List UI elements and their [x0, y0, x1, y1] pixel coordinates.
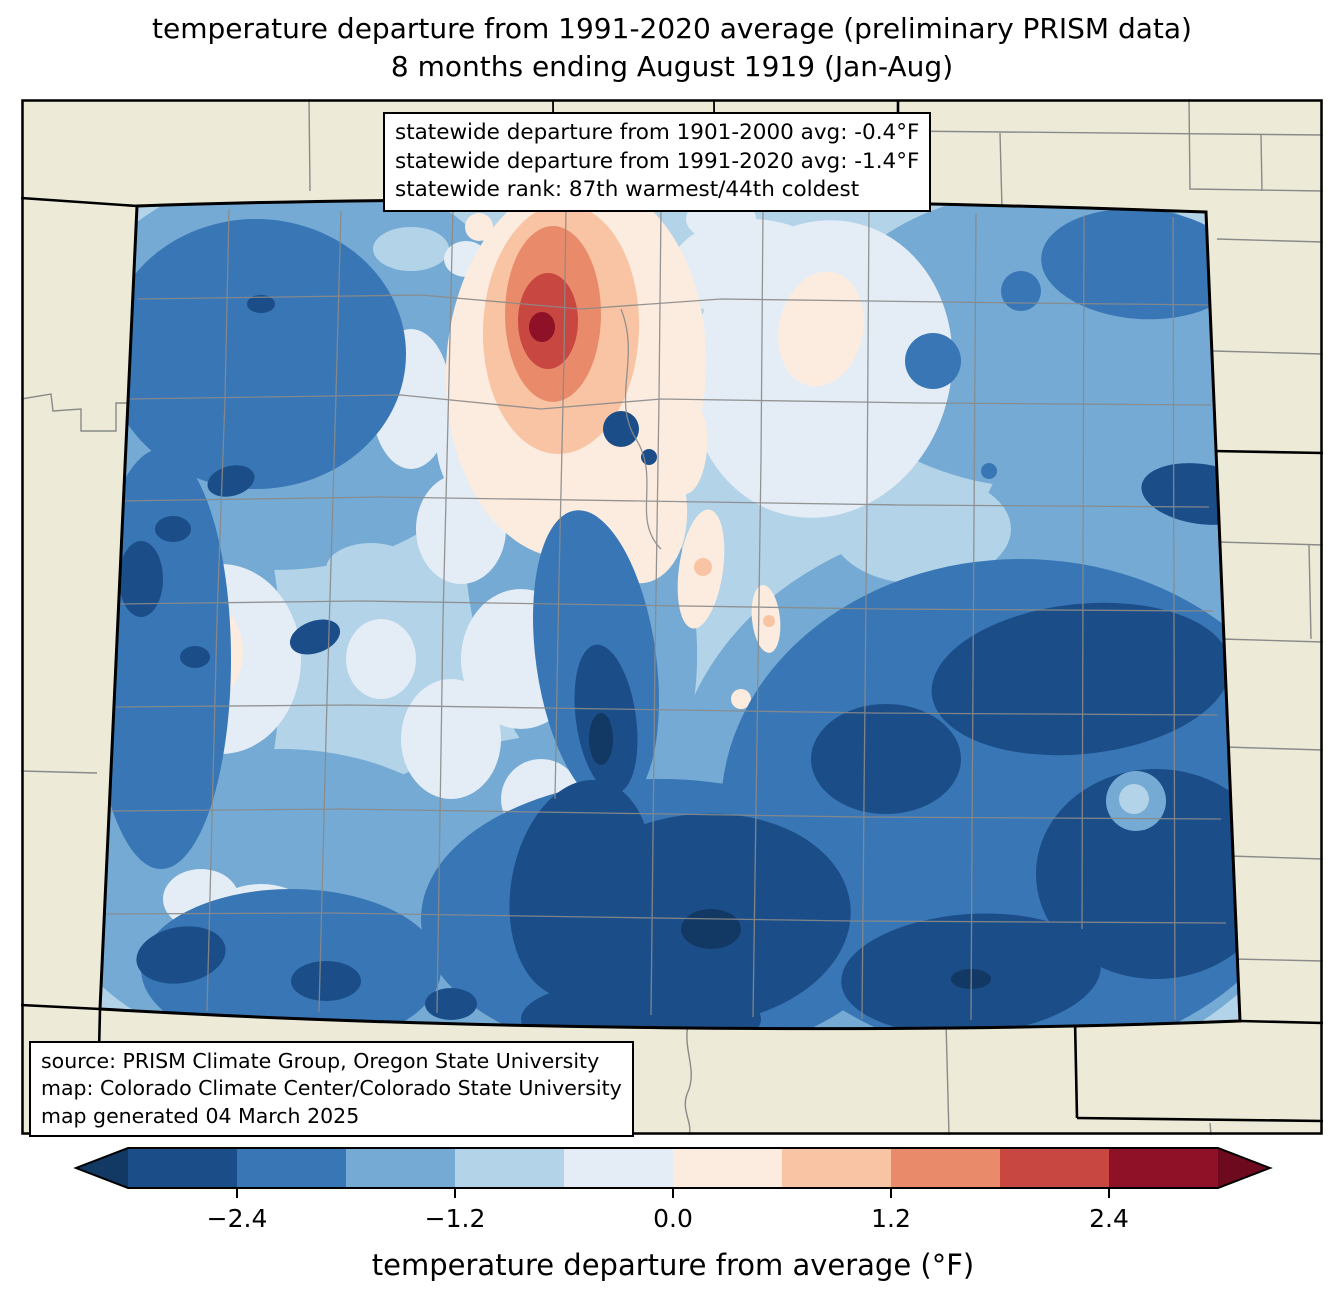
- source-line-2: map: Colorado Climate Center/Colorado St…: [41, 1076, 622, 1101]
- colorbar-segment-5: [564, 1148, 673, 1188]
- colorbar-segment-8: [891, 1148, 1000, 1188]
- map-canvas: [21, 99, 1323, 1135]
- colorbar-segment-3: [346, 1148, 455, 1188]
- colorbar-under-arrow: [76, 1148, 128, 1188]
- tick-label-neg2_4: −2.4: [207, 1204, 268, 1233]
- colorbar-axis-label: temperature departure from average (°F): [372, 1248, 974, 1282]
- source-line-3: map generated 04 March 2025: [41, 1103, 360, 1128]
- stats-line-2: statewide departure from 1991-2020 avg: …: [395, 148, 920, 174]
- map-frame: [21, 99, 1323, 1135]
- colorbar-over-arrow: [1218, 1148, 1270, 1188]
- colorbar-segment-4: [455, 1148, 564, 1188]
- stats-line-3: statewide rank: 87th warmest/44th coldes…: [395, 177, 860, 203]
- colorbar-segment-9: [1000, 1148, 1109, 1188]
- tick-label-neg1_2: −1.2: [425, 1204, 486, 1233]
- tick-label-0_0: 0.0: [653, 1204, 693, 1233]
- figure-title: temperature departure from 1991-2020 ave…: [0, 10, 1344, 85]
- colorbar: −2.4 −1.2 0.0 1.2 2.4 temperature depart…: [73, 1147, 1273, 1282]
- tick-label-2_4: 2.4: [1089, 1204, 1129, 1233]
- tick-label-1_2: 1.2: [871, 1204, 911, 1233]
- title-line-2: 8 months ending August 1919 (Jan-Aug): [390, 49, 954, 83]
- colorbar-tick-marks: [236, 1188, 1110, 1198]
- statewide-stats-box: statewide departure from 1901-2000 avg: …: [383, 112, 932, 212]
- anomaly-patches-level4: [241, 227, 1011, 595]
- colorbar-segment-2: [237, 1148, 346, 1188]
- colorbar-tick-labels: −2.4 −1.2 0.0 1.2 2.4: [207, 1204, 1129, 1233]
- source-attribution-box: source: PRISM Climate Group, Oregon Stat…: [29, 1041, 634, 1137]
- colorbar-segments: [76, 1148, 1270, 1188]
- colorbar-segment-7: [782, 1148, 891, 1188]
- stats-line-1: statewide departure from 1901-2000 avg: …: [395, 120, 920, 145]
- source-line-1: source: PRISM Climate Group, Oregon Stat…: [41, 1049, 600, 1073]
- temperature-anomaly-field: [100, 199, 1240, 1029]
- colorbar-segment-6: [673, 1148, 782, 1188]
- colorado-county-lines: [104, 204, 1227, 1021]
- title-line-1: temperature departure from 1991-2020 ave…: [152, 12, 1192, 45]
- colorbar-outline: [73, 1147, 1273, 1189]
- colorbar-segment-1: [128, 1148, 237, 1188]
- anomaly-light-ring-southeast: [1106, 771, 1166, 831]
- anomaly-cores-level1: [119, 295, 1240, 1029]
- anomaly-warm-spots: [163, 199, 864, 1029]
- map-area: statewide departure from 1901-2000 avg: …: [21, 99, 1323, 1137]
- colorbar-segment-10: [1109, 1148, 1218, 1188]
